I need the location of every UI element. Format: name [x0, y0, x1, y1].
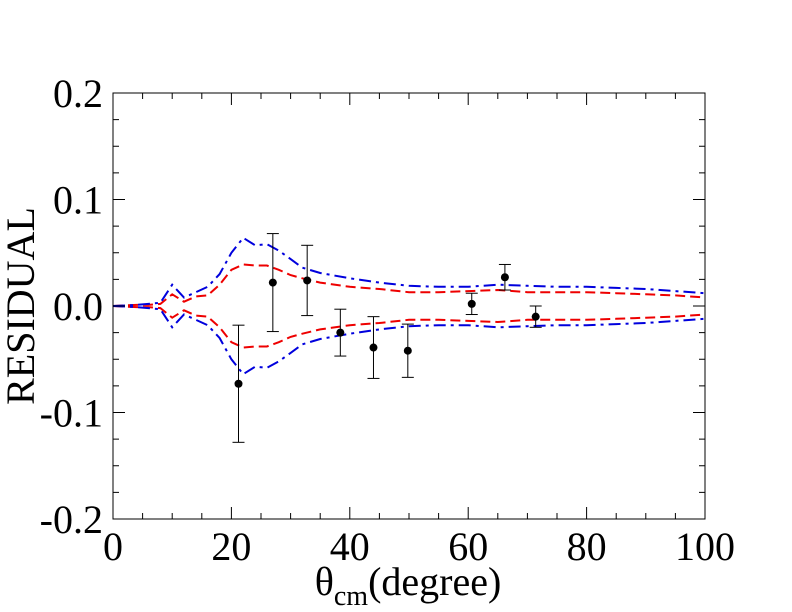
- x-axis-title-symbol: θ: [315, 559, 334, 604]
- x-tick-label: 100: [675, 524, 735, 569]
- error-bars: [232, 233, 542, 443]
- data-point: [303, 276, 312, 285]
- blue-band-lower: [112, 305, 706, 376]
- x-axis-title: θcm(degree): [315, 559, 502, 612]
- x-axis-title-rest: (degree): [368, 559, 501, 604]
- plot-frame: [112, 92, 706, 520]
- x-tick-label: 80: [567, 524, 607, 569]
- y-axis-title: RESIDUAL: [0, 207, 43, 405]
- y-tick-label: 0.2: [53, 71, 103, 116]
- data-point: [369, 343, 378, 352]
- x-tick-label: 60: [448, 524, 488, 569]
- data-points: [234, 273, 540, 388]
- data-point: [500, 273, 509, 282]
- y-tick-label: -0.2: [40, 497, 103, 542]
- data-point: [336, 328, 345, 337]
- red-band-lower: [112, 305, 706, 349]
- x-tick-label: 40: [330, 524, 370, 569]
- data-point: [467, 299, 476, 308]
- tick-marks: [112, 92, 706, 520]
- data-point: [531, 312, 540, 321]
- model-bands: [112, 236, 706, 376]
- red-band-upper: [112, 263, 706, 307]
- y-tick-label: 0.0: [53, 284, 103, 329]
- data-point: [268, 278, 277, 287]
- data-point: [234, 379, 243, 388]
- data-point: [403, 346, 412, 355]
- x-axis-title-subscript: cm: [334, 581, 368, 612]
- y-tick-label: -0.1: [40, 391, 103, 436]
- y-tick-label: 0.1: [53, 178, 103, 223]
- tick-labels: 0 20 40 60 80 100 -0.2 -0.1 0.0 0.1 0.2: [40, 71, 735, 569]
- x-tick-label: 0: [103, 524, 123, 569]
- blue-band-upper: [112, 236, 706, 307]
- x-tick-label: 20: [211, 524, 251, 569]
